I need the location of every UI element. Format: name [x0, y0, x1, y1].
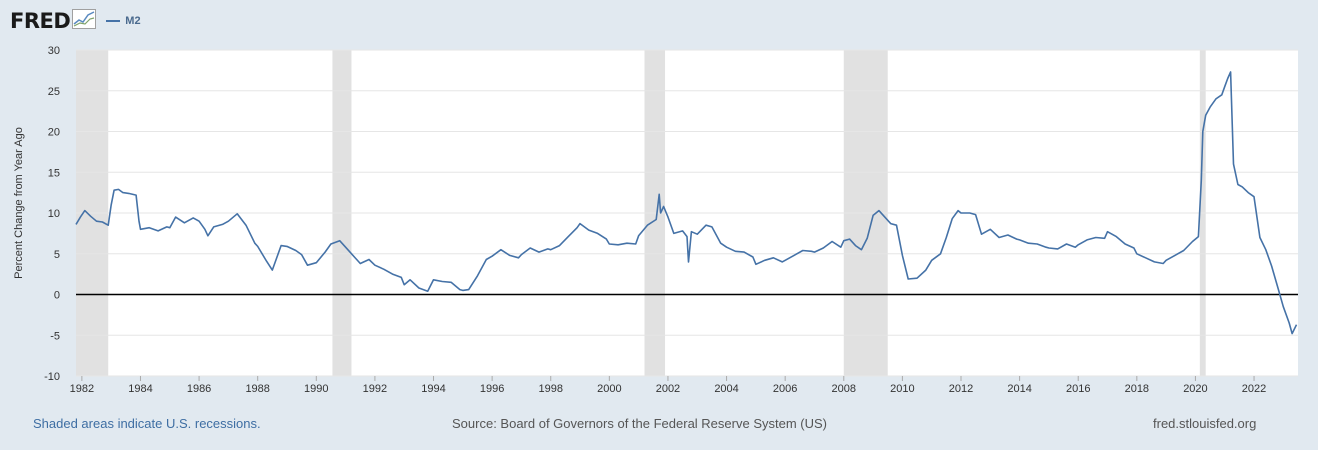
recession-note: Shaded areas indicate U.S. recessions.	[33, 416, 261, 431]
y-tick-label: 30	[48, 45, 60, 57]
x-tick-label: 1986	[187, 383, 211, 395]
x-tick-label: 2000	[597, 383, 621, 395]
grid-lines	[76, 49, 1298, 377]
x-tick-label: 1992	[363, 383, 387, 395]
x-tick-label: 2016	[1066, 383, 1090, 395]
y-tick-label: 15	[48, 167, 60, 179]
y-tick-label: -5	[50, 330, 60, 342]
y-tick-label: 25	[48, 86, 60, 98]
y-tick-label: 20	[48, 127, 60, 139]
x-tick-label: 1990	[304, 383, 328, 395]
y-axis-ticks: -10 -5 0 5 10 15 20 25 30	[44, 45, 60, 383]
x-tick-label: 2008	[832, 383, 856, 395]
x-tick-label: 2004	[714, 383, 738, 395]
x-tick-label: 1994	[421, 383, 445, 395]
x-tick-label: 2010	[890, 383, 914, 395]
legend[interactable]: M2	[106, 15, 141, 27]
y-tick-label: 0	[54, 290, 60, 302]
x-tick-label: 1996	[480, 383, 504, 395]
y-tick-label: 10	[48, 208, 60, 220]
x-tick-label: 2014	[1007, 383, 1031, 395]
x-tick-label: 2020	[1183, 383, 1207, 395]
y-tick-label: 5	[54, 249, 60, 261]
x-tick-label: 2012	[949, 383, 973, 395]
x-axis-ticks: 1982 1984 1986 1988 1990 1992 1994 1996 1998 2000…	[70, 376, 1266, 395]
x-tick-label: 1982	[70, 383, 94, 395]
x-tick-label: 1998	[538, 383, 562, 395]
y-axis-label: Percent Change from Year Ago	[13, 127, 25, 279]
source-text: Source: Board of Governors of the Federa…	[452, 416, 827, 431]
x-tick-label: 2006	[773, 383, 797, 395]
x-tick-label: 2022	[1242, 383, 1266, 395]
fred-graph-icon	[72, 8, 97, 34]
y-tick-label: -10	[44, 371, 60, 383]
site-link[interactable]: fred.stlouisfed.org	[1153, 416, 1257, 431]
x-tick-label: 1988	[245, 383, 269, 395]
legend-label-m2: M2	[125, 15, 141, 27]
chart-header: FRED M2	[10, 8, 141, 34]
fred-logo: FRED	[10, 8, 71, 33]
x-tick-label: 2018	[1125, 383, 1149, 395]
chart-footer: Shaded areas indicate U.S. recessions. S…	[0, 416, 1318, 436]
legend-swatch	[106, 20, 121, 22]
x-tick-label: 2002	[656, 383, 680, 395]
series-line-m2[interactable]	[75, 71, 1298, 335]
x-tick-label: 1984	[128, 383, 152, 395]
